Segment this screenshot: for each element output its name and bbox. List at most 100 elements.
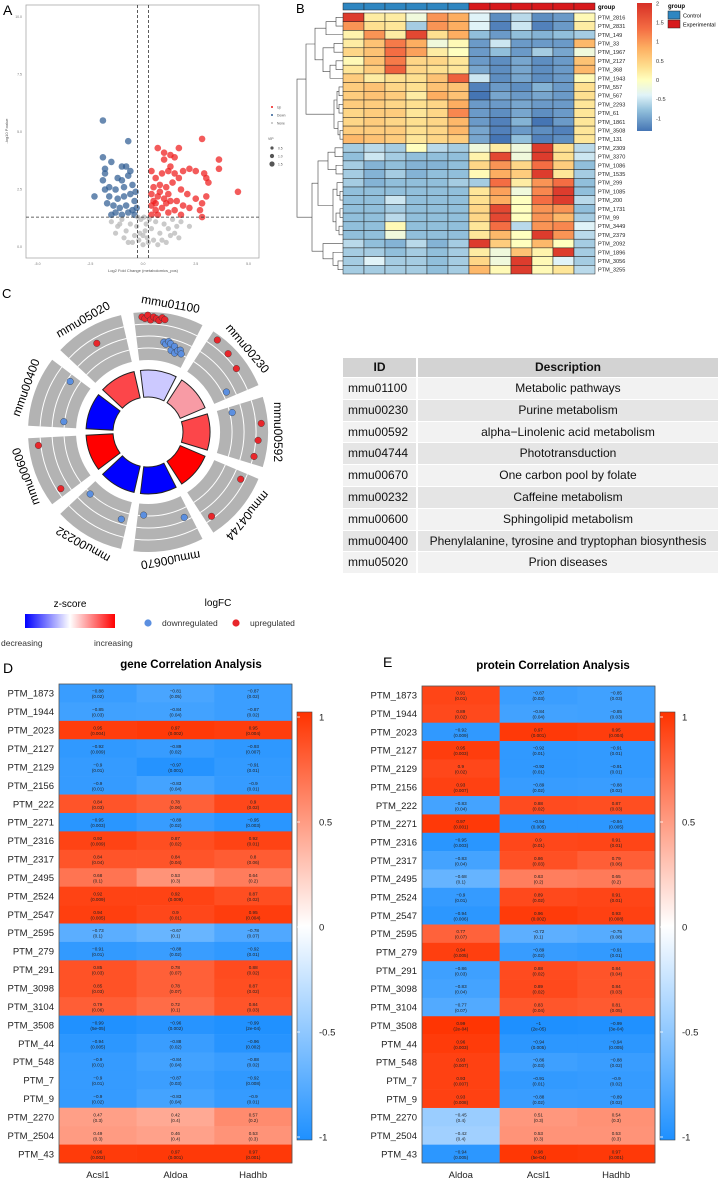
- heatmap-cell: [552, 265, 575, 275]
- p-value: (0.06): [247, 860, 259, 865]
- correlation-cell: [577, 759, 656, 779]
- p-value: (0.01): [247, 786, 259, 791]
- heatmap-cell: [447, 108, 470, 118]
- heatmap-cell: [573, 134, 596, 144]
- dendrogram-branch: [322, 47, 334, 73]
- group-annotation-cell: [510, 2, 533, 11]
- colorbar-tick-label: 1: [319, 713, 324, 724]
- pathway-description: Prion diseases: [528, 555, 608, 570]
- heatmap-cell: [426, 238, 449, 249]
- correlation-value: 0.84: [612, 966, 621, 971]
- p-value: (0.08): [610, 935, 622, 940]
- data-point-up: [192, 167, 200, 175]
- correlation-cell: [214, 1107, 293, 1127]
- correlation-value: −0.83: [455, 856, 467, 861]
- data-point-down: [99, 117, 107, 124]
- track-gridline: [134, 323, 198, 337]
- correlation-cell: [422, 759, 500, 779]
- row-label: PTM_9: [386, 1094, 417, 1105]
- heatmap-cell: [405, 230, 428, 240]
- colorbar-tick-label: 0: [682, 923, 687, 934]
- correlation-value: 0.78: [171, 965, 180, 970]
- heatmap-cell: [384, 38, 407, 49]
- correlation-cell: [59, 923, 137, 943]
- row-label: PTM_43: [18, 1149, 54, 1160]
- correlation-value: 0.97: [249, 1149, 258, 1154]
- correlation-value: −0.99: [610, 1021, 622, 1026]
- data-point-none: [186, 223, 193, 229]
- p-value: (0.03): [610, 715, 622, 720]
- heatmap-cell: [384, 256, 407, 266]
- data-point-down: [129, 181, 136, 189]
- data-point-none: [136, 237, 142, 243]
- column-label: Hadhb: [602, 1170, 630, 1181]
- heatmap-cell: [552, 125, 575, 136]
- downregulated-point: [228, 409, 236, 417]
- correlation-value: −0.88: [170, 1039, 182, 1044]
- correlation-cell: [59, 720, 137, 740]
- correlation-cell: [499, 722, 578, 742]
- data-point-up: [148, 190, 155, 198]
- p-value: (0.02): [532, 953, 544, 958]
- data-point-down: [120, 183, 128, 191]
- group-annotation-cell: [468, 2, 491, 11]
- correlation-value: −0.94: [92, 1039, 104, 1044]
- data-point-none: [137, 230, 143, 236]
- data-point-down: [122, 163, 130, 170]
- correlation-value: 0.91: [612, 837, 621, 842]
- correlation-value: 0.9: [250, 799, 257, 804]
- correlation-cell: [136, 997, 215, 1016]
- heatmap-cell: [573, 73, 596, 83]
- correlation-value: 0.53: [612, 1131, 621, 1136]
- correlation-cell: [499, 979, 578, 999]
- heatmap-cell: [363, 212, 386, 223]
- correlation-value: 0.87: [249, 891, 258, 896]
- heatmap-cell: [405, 265, 428, 275]
- p-value: (0.3): [171, 878, 181, 883]
- heatmap-cell: [363, 38, 386, 49]
- heatmap-cell: [384, 221, 407, 231]
- data-point-none: [131, 232, 138, 239]
- heatmap-cell: [342, 204, 365, 214]
- dendrogram-branch: [339, 208, 343, 218]
- heatmap-cell: [405, 99, 428, 109]
- correlation-cell: [499, 869, 578, 889]
- data-point-up: [154, 211, 162, 219]
- row-label: PTM_1731: [598, 207, 625, 213]
- dendrogram-branch: [333, 99, 338, 129]
- p-value: (0.2): [248, 878, 258, 883]
- heatmap-cell: [489, 12, 512, 22]
- pathway-description: Purine metabolism: [518, 402, 618, 417]
- correlation-cell: [214, 868, 293, 887]
- heatmap-cell: [573, 230, 596, 240]
- group-annotation-cell: [447, 2, 470, 11]
- heatmap-cell: [384, 64, 407, 75]
- heatmap-cell: [510, 195, 533, 205]
- heatmap-cell: [426, 99, 449, 109]
- heatmap-cell: [384, 178, 407, 188]
- pathway-id: mmu00400: [343, 530, 418, 552]
- correlation-cell: [136, 941, 215, 961]
- p-value: (0.04): [532, 1008, 544, 1013]
- correlation-cell: [59, 1052, 137, 1072]
- row-label: PTM_2547: [371, 911, 417, 922]
- correlation-value: 0.87: [249, 983, 258, 988]
- zscore-bar: [85, 433, 121, 471]
- p-value: (0.04): [169, 1100, 181, 1105]
- heatmap-cell: [531, 47, 554, 57]
- panel-label-e: E: [383, 654, 392, 670]
- heatmap-cell: [447, 99, 470, 109]
- heatmap-cell: [405, 212, 428, 223]
- p-value: (0.01): [92, 768, 104, 773]
- data-point-none: [153, 219, 159, 225]
- p-value: (0.002): [168, 731, 183, 736]
- heatmap-cell: [552, 169, 575, 179]
- p-value: (0.03): [455, 971, 467, 976]
- data-point-none: [119, 216, 125, 222]
- row-label: PTM_3104: [8, 1002, 54, 1013]
- pathway-id: mmu01100: [343, 378, 418, 399]
- data-point-up: [154, 144, 162, 152]
- correlation-cell: [214, 812, 293, 832]
- correlation-value: −0.86: [533, 1058, 545, 1063]
- heatmap-cell: [510, 47, 533, 57]
